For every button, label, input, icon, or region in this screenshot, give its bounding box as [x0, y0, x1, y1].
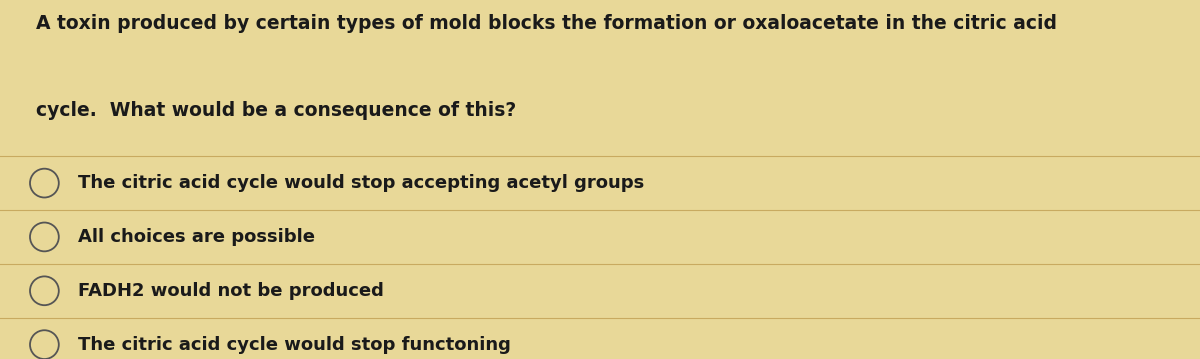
Text: The citric acid cycle would stop accepting acetyl groups: The citric acid cycle would stop accepti…	[78, 174, 644, 192]
Text: cycle.  What would be a consequence of this?: cycle. What would be a consequence of th…	[36, 101, 516, 120]
Text: A toxin produced by certain types of mold blocks the formation or oxaloacetate i: A toxin produced by certain types of mol…	[36, 14, 1057, 33]
Text: The citric acid cycle would stop functoning: The citric acid cycle would stop functon…	[78, 336, 511, 354]
Text: All choices are possible: All choices are possible	[78, 228, 314, 246]
Text: FADH2 would not be produced: FADH2 would not be produced	[78, 282, 384, 300]
